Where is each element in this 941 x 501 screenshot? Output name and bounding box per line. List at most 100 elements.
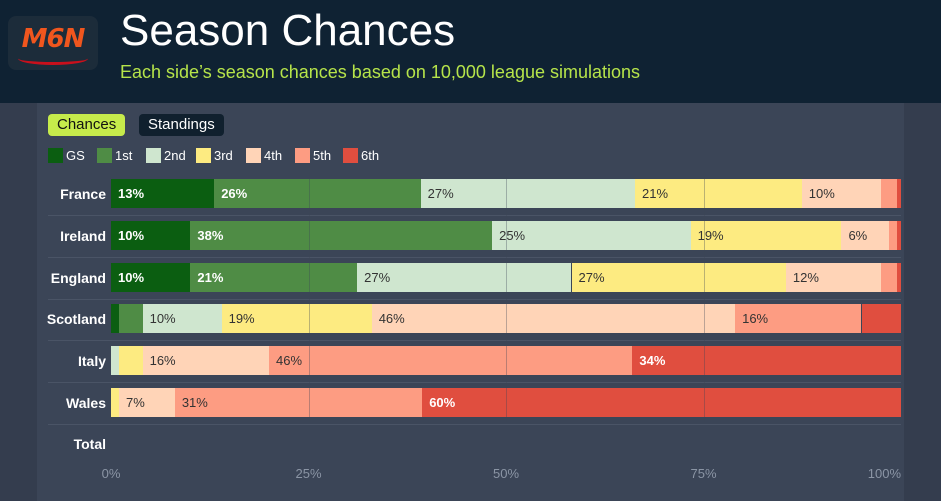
data-label: 16% <box>149 353 176 368</box>
x-tick-label: 0% <box>101 466 121 481</box>
bar-segment[interactable]: 34% <box>632 346 901 375</box>
legend-swatch <box>97 148 112 163</box>
team-label: Wales <box>66 395 106 411</box>
bar-segment[interactable]: 46% <box>371 304 736 333</box>
data-label: 21% <box>642 186 669 201</box>
data-label: 21% <box>197 270 224 285</box>
data-label: 19% <box>228 311 255 326</box>
bar-segment[interactable]: 10% <box>111 263 191 292</box>
bar-segment[interactable] <box>897 263 901 292</box>
data-label: 19% <box>697 228 724 243</box>
legend-label: 3rd <box>214 148 233 163</box>
row-separator <box>48 382 901 383</box>
bar-segment[interactable]: 16% <box>142 346 269 375</box>
data-label: 13% <box>118 186 145 201</box>
page-title: Season Chances <box>120 6 456 55</box>
bar-segment[interactable]: 38% <box>190 221 493 250</box>
legend-label: GS <box>66 148 85 163</box>
data-label: 27% <box>578 270 605 285</box>
bar-segment[interactable]: 12% <box>785 263 882 292</box>
team-label: Scotland <box>46 311 106 327</box>
bar-segment[interactable]: 46% <box>269 346 633 375</box>
bar-segment[interactable]: 26% <box>214 179 421 208</box>
bar-segment[interactable]: 10% <box>801 179 882 208</box>
legend-swatch <box>246 148 261 163</box>
bar-segment[interactable] <box>889 221 898 250</box>
bar-segment[interactable] <box>111 388 119 417</box>
data-label: 34% <box>639 353 666 368</box>
legend-swatch <box>343 148 358 163</box>
team-label: Italy <box>77 353 106 369</box>
data-label: 38% <box>197 228 224 243</box>
row-separator <box>48 257 901 258</box>
bar-segment[interactable] <box>111 346 119 375</box>
x-tick-label: 100% <box>867 466 901 481</box>
legend-swatch <box>48 148 63 163</box>
data-label: 10% <box>118 270 145 285</box>
bar-segment[interactable] <box>111 304 119 333</box>
x-tick-label: 75% <box>690 466 717 481</box>
row-separator <box>48 424 901 425</box>
standings-toggle-button[interactable]: Standings <box>139 114 224 136</box>
bar-segment[interactable]: 27% <box>420 179 635 208</box>
data-label: 27% <box>364 270 391 285</box>
row-separator <box>48 215 901 216</box>
row-separator <box>48 299 901 300</box>
bar-segment[interactable] <box>897 179 901 208</box>
bar-segment[interactable]: 7% <box>118 388 175 417</box>
total-label: Total <box>73 436 106 452</box>
bar-segment[interactable]: 6% <box>841 221 890 250</box>
data-label: 12% <box>792 270 819 285</box>
logo-text: M6N <box>21 24 86 54</box>
bar-segment[interactable]: 25% <box>492 221 691 250</box>
bar-segment[interactable]: 27% <box>357 263 572 292</box>
data-label: 10% <box>118 228 145 243</box>
bar-segment[interactable]: 10% <box>111 221 191 250</box>
bar-segment[interactable] <box>897 221 901 250</box>
bar-segment[interactable]: 60% <box>422 388 901 417</box>
bar-segment[interactable]: 27% <box>571 263 786 292</box>
bar-segment[interactable]: 10% <box>142 304 222 333</box>
legend-label: 5th <box>313 148 332 163</box>
legend-label: 2nd <box>164 148 186 163</box>
legend-label: 4th <box>264 148 283 163</box>
data-label: 25% <box>499 228 526 243</box>
bar-segment[interactable]: 19% <box>221 304 372 333</box>
data-label: 46% <box>378 311 405 326</box>
bar-segment[interactable] <box>118 304 143 333</box>
data-label: 10% <box>808 186 835 201</box>
legend-swatch <box>295 148 310 163</box>
gridline <box>506 172 507 422</box>
gridline <box>308 172 310 422</box>
data-label: 16% <box>742 311 769 326</box>
chances-toggle-button[interactable]: Chances <box>48 114 126 136</box>
bar-segment[interactable]: 31% <box>174 388 423 417</box>
data-label: 7% <box>125 395 145 410</box>
bar-segment[interactable] <box>861 304 901 333</box>
data-label: 31% <box>181 395 208 410</box>
row-separator <box>48 340 901 341</box>
bar-segment[interactable]: 16% <box>735 304 862 333</box>
bar-segment[interactable]: 19% <box>690 221 842 250</box>
legend-label: 6th <box>361 148 380 163</box>
bar-segment[interactable]: 21% <box>635 179 802 208</box>
bar-segment[interactable]: 21% <box>190 263 358 292</box>
legend-swatch <box>196 148 211 163</box>
team-label: France <box>60 186 106 202</box>
bar-segment[interactable] <box>118 346 143 375</box>
chart-panel <box>37 103 904 501</box>
data-label: 27% <box>427 186 454 201</box>
logo: M6N <box>8 16 98 70</box>
bar-segment[interactable] <box>881 263 898 292</box>
data-label: 6% <box>848 228 868 243</box>
legend-label: 1st <box>115 148 133 163</box>
x-tick-label: 50% <box>492 466 520 481</box>
team-label: England <box>50 270 106 286</box>
bar-segment[interactable]: 13% <box>111 179 215 208</box>
data-label: 46% <box>276 353 303 368</box>
bar-segment[interactable] <box>881 179 898 208</box>
data-label: 60% <box>429 395 456 410</box>
logo-swoosh-icon <box>18 52 88 65</box>
legend-swatch <box>146 148 161 163</box>
data-label: 10% <box>149 311 176 326</box>
